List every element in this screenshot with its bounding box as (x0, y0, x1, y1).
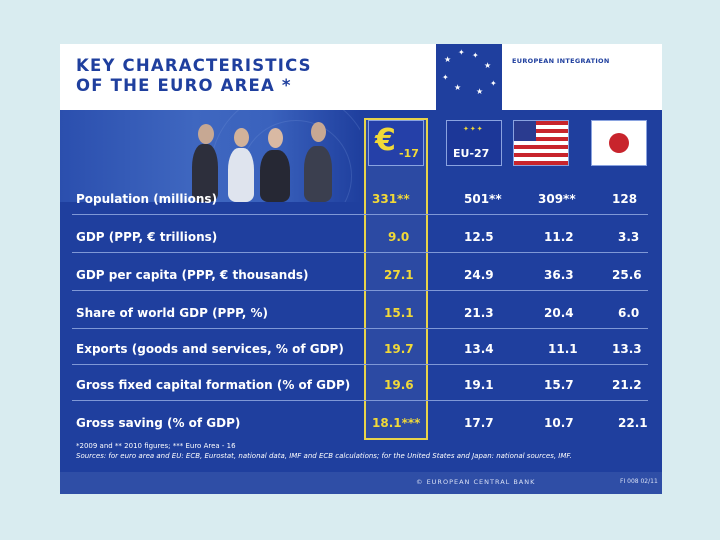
cell-euro-area: 9.0 (388, 230, 410, 244)
title-line-1: KEY CHARACTERISTICS (76, 56, 312, 75)
page-title: KEY CHARACTERISTICS OF THE EURO AREA * (76, 56, 312, 96)
cell-euro-area: 15.1 (384, 306, 414, 320)
footnote: *2009 and ** 2010 figures; *** Euro Area… (76, 442, 236, 450)
japan-flag-icon (591, 120, 647, 166)
footer-bar: © EUROPEAN CENTRAL BANK FI 008 02/11 (60, 472, 662, 494)
eu-flag-icon: ✦✦✦ EU-27 (446, 120, 502, 166)
row-divider (72, 290, 648, 291)
row-label: Gross saving (% of GDP) (76, 416, 241, 430)
cell-euro-area: 331** (372, 192, 410, 206)
cell-japan: 3.3 (618, 230, 640, 244)
row-divider (72, 252, 648, 253)
eu-stars-icon: ★ ✦ ✦ ★ ✦ ★ ★ ✦ (436, 44, 502, 110)
euro-area-flag: € -17 (368, 120, 424, 166)
row-divider (72, 214, 648, 215)
cell-japan: 25.6 (612, 268, 642, 282)
cell-eu: 13.4 (464, 342, 494, 356)
cell-us: 10.7 (544, 416, 574, 430)
title-line-2: OF THE EURO AREA * (76, 76, 292, 95)
row-label: Gross fixed capital formation (% of GDP) (76, 378, 351, 392)
people-photo (60, 110, 360, 202)
row-label: Population (millions) (76, 192, 218, 206)
cell-euro-area: 19.7 (384, 342, 414, 356)
row-divider (72, 364, 648, 365)
row-divider (72, 400, 648, 401)
slide-header: KEY CHARACTERISTICS OF THE EURO AREA * ★… (60, 44, 662, 110)
row-divider (72, 328, 648, 329)
cell-euro-area: 19.6 (384, 378, 414, 392)
eu-label: EU-27 (453, 147, 490, 160)
euro-sign-icon: € (375, 123, 396, 158)
row-label: Exports (goods and services, % of GDP) (76, 342, 344, 356)
section-label: EUROPEAN INTEGRATION (512, 57, 610, 65)
ecb-brand: © EUROPEAN CENTRAL BANK (416, 478, 536, 486)
cell-us: 309** (538, 192, 576, 206)
cell-eu: 19.1 (464, 378, 494, 392)
sources-note: Sources: for euro area and EU: ECB, Euro… (76, 452, 572, 460)
euro-area-label: -17 (399, 147, 419, 160)
row-label: GDP per capita (PPP, € thousands) (76, 268, 309, 282)
cell-eu: 17.7 (464, 416, 494, 430)
slide: KEY CHARACTERISTICS OF THE EURO AREA * ★… (60, 44, 662, 494)
us-flag-icon (513, 120, 569, 166)
cell-eu: 12.5 (464, 230, 494, 244)
cell-eu: 501** (464, 192, 502, 206)
slide-number: FI 008 02/11 (620, 478, 658, 485)
row-label: GDP (PPP, € trillions) (76, 230, 218, 244)
euro-area-column-highlight (364, 118, 428, 440)
cell-japan: 6.0 (618, 306, 640, 320)
cell-us: 11.1 (548, 342, 578, 356)
cell-japan: 128 (612, 192, 638, 206)
cell-eu: 21.3 (464, 306, 494, 320)
cell-us: 15.7 (544, 378, 574, 392)
cell-us: 20.4 (544, 306, 574, 320)
cell-japan: 22.1 (618, 416, 648, 430)
cell-us: 36.3 (544, 268, 574, 282)
cell-us: 11.2 (544, 230, 574, 244)
cell-japan: 21.2 (612, 378, 642, 392)
cell-eu: 24.9 (464, 268, 494, 282)
cell-japan: 13.3 (612, 342, 642, 356)
cell-euro-area: 18.1*** (372, 416, 421, 430)
row-label: Share of world GDP (PPP, %) (76, 306, 268, 320)
cell-euro-area: 27.1 (384, 268, 414, 282)
